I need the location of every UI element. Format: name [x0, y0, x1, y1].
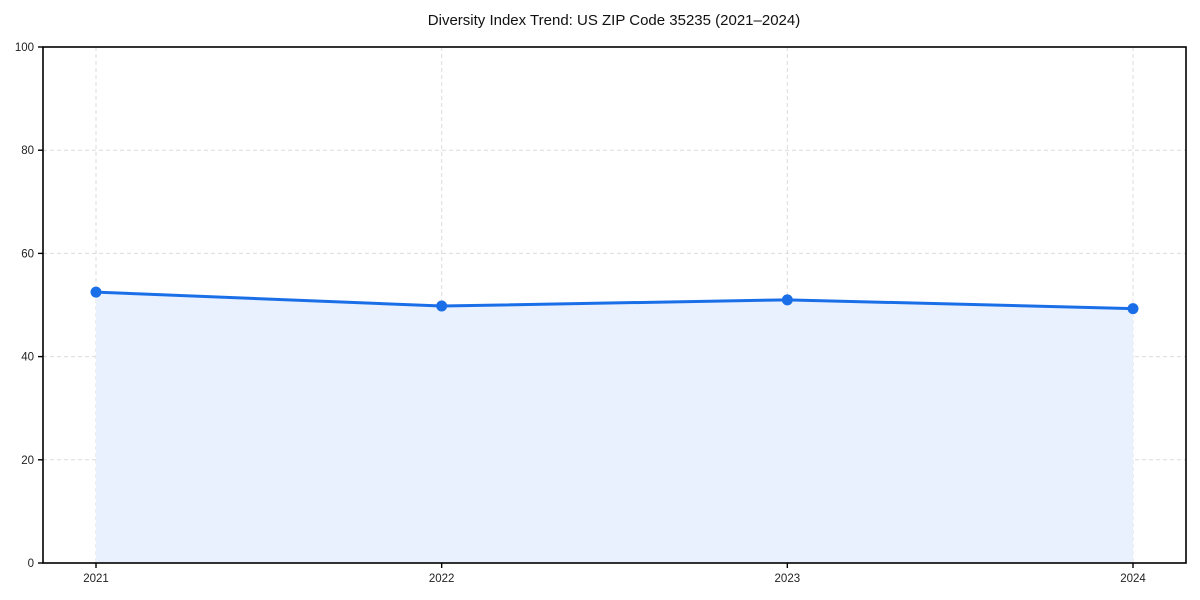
- data-point: [1127, 303, 1139, 315]
- plot-border-rect: [42, 46, 1187, 564]
- plot-border: [42, 46, 1187, 564]
- x-tick-label: 2021: [83, 573, 109, 585]
- area-fill: [96, 292, 1133, 563]
- y-tick-label: 40: [21, 352, 34, 364]
- y-tick-label: 100: [15, 42, 34, 54]
- axis-tick-labels: 0 20 40 60 80 100 2021 2022 2023 2024: [15, 42, 1147, 585]
- data-points: [90, 286, 1139, 315]
- x-tick-label: 2024: [1120, 573, 1146, 585]
- trend-line: [94, 290, 1135, 311]
- data-point: [90, 286, 102, 298]
- chart-title: Diversity Index Trend: US ZIP Code 35235…: [428, 12, 800, 29]
- x-tick-label: 2022: [429, 573, 455, 585]
- trend-line-path: [94, 290, 1135, 311]
- y-tick-label: 20: [21, 455, 34, 467]
- y-tick-label: 0: [28, 558, 34, 570]
- data-point: [436, 300, 448, 312]
- area-fill-shape: [96, 292, 1133, 563]
- y-tick-label: 60: [21, 248, 34, 260]
- data-point: [781, 294, 793, 306]
- axis-ticks: [38, 46, 1134, 568]
- y-tick-label: 80: [21, 145, 34, 157]
- x-tick-label: 2023: [775, 573, 801, 585]
